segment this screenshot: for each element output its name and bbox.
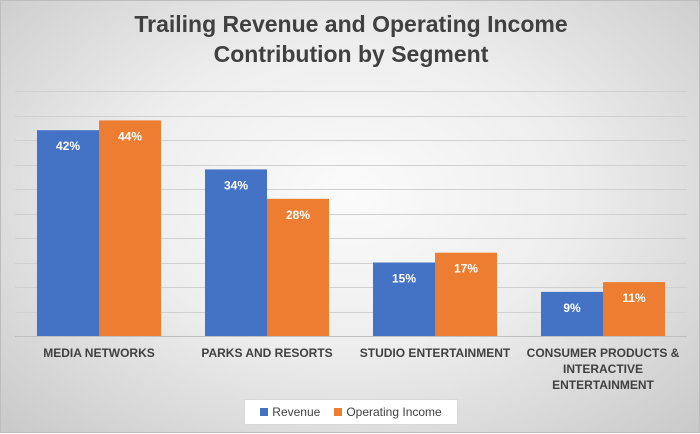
legend-label-revenue: Revenue	[272, 405, 321, 419]
chart-title-line-2: Contribution by Segment	[213, 41, 489, 67]
data-label-operating-income: 44%	[118, 129, 142, 143]
bar-operating-income	[603, 282, 665, 336]
bar-revenue	[541, 291, 603, 336]
legend-item-revenue: Revenue	[260, 405, 320, 419]
bar-revenue	[373, 262, 435, 336]
legend-swatch-revenue	[260, 408, 269, 416]
legend-item-operating-income: Operating Income	[334, 405, 442, 419]
category-label: MEDIA NETWORKS	[43, 346, 155, 360]
data-label-revenue: 9%	[563, 301, 581, 315]
data-label-revenue: 42%	[56, 139, 80, 153]
bar-operating-income	[435, 252, 497, 336]
bar-operating-income	[99, 120, 161, 337]
category-label: ENTERTAINMENT	[552, 378, 654, 392]
data-label-operating-income: 11%	[622, 291, 646, 305]
data-label-operating-income: 28%	[286, 208, 310, 222]
category-label: INTERACTIVE	[563, 362, 643, 376]
chart-title-line-1: Trailing Revenue and Operating Income	[134, 11, 568, 37]
bar-revenue	[205, 169, 267, 336]
category-label: PARKS AND RESORTS	[201, 346, 332, 360]
chart-legend: Revenue Operating Income	[244, 399, 458, 425]
chart-title: Trailing Revenue and Operating Income Co…	[1, 9, 700, 69]
legend-label-operating-income: Operating Income	[346, 405, 442, 419]
category-label: STUDIO ENTERTAINMENT	[360, 346, 511, 360]
data-label-revenue: 34%	[224, 178, 248, 192]
data-label-revenue: 15%	[392, 272, 416, 286]
legend-swatch-operating-income	[334, 408, 343, 416]
data-label-operating-income: 17%	[454, 262, 478, 276]
bar-operating-income	[267, 198, 329, 336]
bar-revenue	[37, 130, 99, 336]
category-label: CONSUMER PRODUCTS &	[527, 346, 680, 360]
